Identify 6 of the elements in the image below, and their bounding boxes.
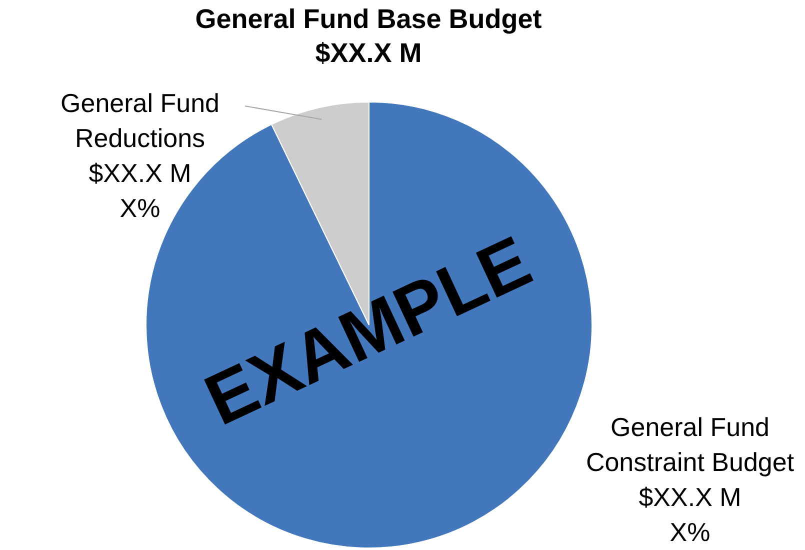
slice-label: General Fund Reductions [60,88,220,153]
text: General Fund Base Budget [195,4,542,34]
data-label: $XX.X M X% [88,158,192,223]
slice-label: General Fund Constraint Budget [586,412,795,477]
data-label: $XX.X M X% [638,482,742,547]
text: $XX.X M [315,38,422,68]
